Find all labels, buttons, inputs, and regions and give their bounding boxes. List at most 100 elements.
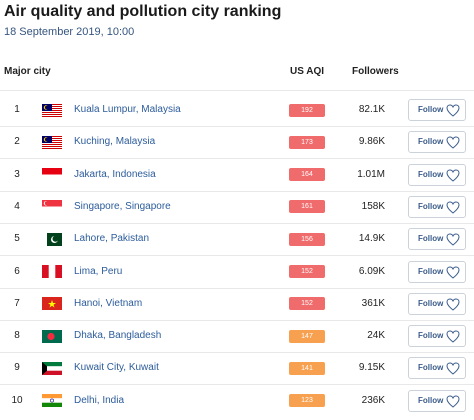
rank: 5 [14, 233, 20, 245]
followers: 158K [361, 200, 385, 212]
aqi-badge: 192 [289, 103, 325, 117]
followers: 361K [361, 297, 385, 309]
city-link[interactable]: Singapore, Singapore [74, 200, 171, 212]
followers: 9.86K [358, 136, 385, 148]
heart-icon [446, 169, 460, 182]
follow-label: Follow [418, 234, 444, 244]
follow-label: Follow [418, 201, 444, 211]
divider [0, 384, 474, 386]
column-header: Followers [352, 66, 399, 77]
flag-icon [42, 168, 62, 182]
divider [0, 126, 474, 127]
follow-button[interactable]: Follow [408, 389, 466, 412]
aqi-badge: 123 [289, 394, 325, 408]
flag [42, 265, 62, 278]
city-link[interactable]: Lahore, Pakistan [74, 233, 150, 245]
flag-icon [42, 232, 62, 246]
city-link[interactable]: Kuwait City, Kuwait [74, 362, 159, 374]
heart-icon [446, 104, 460, 117]
follow-label: Follow [418, 266, 444, 276]
follow-label: Follow [418, 105, 444, 114]
flag [42, 232, 62, 246]
followers: 9.15K [358, 362, 385, 374]
follow-label: Follow [418, 137, 444, 147]
heart-icon [446, 395, 460, 408]
city-link[interactable]: Jakarta, Indonesia [74, 168, 156, 180]
follow-label: Follow [418, 169, 444, 179]
rank: 7 [14, 297, 20, 309]
heart-icon [446, 362, 460, 376]
flag [42, 297, 62, 311]
follow-button[interactable]: Follow [408, 99, 466, 121]
flag [42, 103, 62, 117]
heart-icon [446, 233, 460, 246]
divider [0, 190, 474, 192]
aqi-badge: 141 [289, 361, 325, 375]
flag-icon [42, 361, 62, 375]
rank: 1 [14, 104, 20, 115]
rank: 4 [14, 200, 20, 212]
title: Air quality and pollution city ranking [4, 3, 282, 20]
rank: 2 [14, 136, 20, 148]
divider [0, 352, 474, 354]
flag-icon [42, 200, 62, 214]
city-link[interactable]: Hanoi, Vietnam [74, 297, 143, 309]
follow-button[interactable]: Follow [408, 228, 466, 251]
column-header: Major city [4, 66, 51, 77]
flag-icon [42, 265, 62, 278]
flag-icon [42, 103, 62, 117]
rank: 8 [14, 330, 20, 342]
followers: 236K [361, 394, 385, 406]
followers: 82.1K [358, 104, 385, 115]
follow-button[interactable]: Follow [408, 292, 466, 315]
followers: 24K [367, 330, 385, 342]
flag [42, 200, 62, 214]
rank: 3 [14, 168, 20, 180]
follow-button[interactable]: Follow [408, 163, 466, 186]
divider [0, 319, 474, 321]
heart-icon [446, 201, 460, 214]
column-header: US AQI [290, 66, 325, 77]
flag [42, 394, 62, 408]
flag-icon [42, 135, 62, 149]
rank: 6 [14, 265, 20, 277]
flag [42, 168, 62, 182]
follow-label: Follow [418, 331, 444, 341]
city-link[interactable]: Lima, Peru [74, 265, 123, 277]
divider [0, 158, 474, 160]
follow-button[interactable]: Follow [408, 325, 466, 348]
followers: 6.09K [358, 265, 385, 277]
city-link[interactable]: Delhi, India [74, 394, 125, 406]
follow-button[interactable]: Follow [408, 260, 466, 283]
flag-icon [42, 297, 62, 311]
follow-button[interactable]: Follow [408, 195, 466, 218]
follow-label: Follow [418, 395, 444, 405]
rank: 10 [11, 394, 23, 406]
follow-button[interactable]: Follow [408, 357, 466, 380]
rank: 9 [14, 362, 20, 374]
followers: 14.9K [358, 233, 385, 245]
flag-icon [42, 329, 62, 343]
flag [42, 361, 62, 375]
follow-label: Follow [418, 298, 444, 308]
followers: 1.01M [357, 168, 385, 180]
subtitle: 18 September 2019, 10:00 [4, 26, 135, 38]
flag [42, 329, 62, 343]
city-link[interactable]: Kuala Lumpur, Malaysia [74, 104, 181, 115]
flag [42, 135, 62, 149]
follow-button[interactable]: Follow [408, 131, 466, 154]
city-link[interactable]: Kuching, Malaysia [74, 136, 156, 148]
heart-icon [446, 136, 460, 149]
flag-icon [42, 394, 62, 408]
heart-icon [446, 265, 460, 279]
heart-icon [446, 330, 460, 343]
heart-icon [446, 298, 460, 311]
divider [0, 90, 474, 91]
city-link[interactable]: Dhaka, Bangladesh [74, 330, 162, 342]
aqi-badge: 156 [289, 232, 325, 246]
follow-label: Follow [418, 363, 444, 373]
aqi-badge: 152 [289, 265, 325, 278]
divider [0, 255, 474, 257]
aqi-badge: 152 [289, 297, 325, 311]
